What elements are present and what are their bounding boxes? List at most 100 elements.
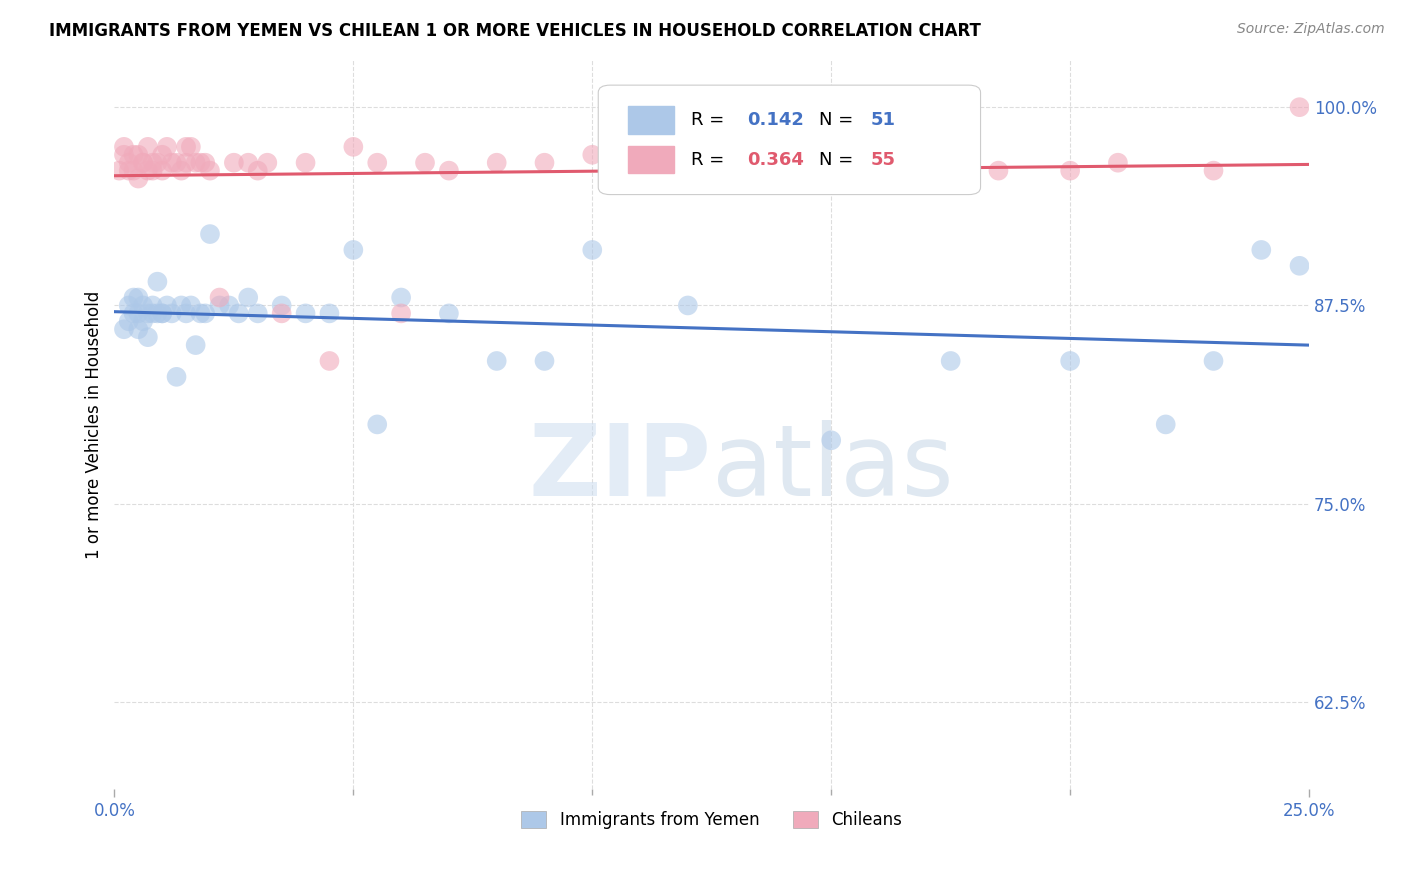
- Point: [208, 291, 231, 305]
- Point: [915, 163, 938, 178]
- Point: [413, 155, 436, 169]
- Point: [198, 163, 221, 178]
- Point: [485, 155, 508, 169]
- Point: [146, 275, 169, 289]
- Point: [180, 140, 202, 154]
- Point: [1107, 155, 1129, 169]
- Point: [127, 171, 149, 186]
- Text: ZIP: ZIP: [529, 420, 711, 516]
- Point: [389, 306, 412, 320]
- Point: [136, 330, 159, 344]
- Point: [112, 140, 135, 154]
- Point: [820, 434, 842, 448]
- Point: [166, 155, 188, 169]
- Point: [127, 306, 149, 320]
- Text: 0.364: 0.364: [748, 151, 804, 169]
- Point: [136, 306, 159, 320]
- Point: [1202, 354, 1225, 368]
- Point: [136, 140, 159, 154]
- Point: [218, 298, 240, 312]
- Text: 55: 55: [870, 151, 896, 169]
- FancyBboxPatch shape: [628, 145, 673, 173]
- Point: [270, 306, 292, 320]
- Point: [294, 155, 316, 169]
- Point: [1288, 259, 1310, 273]
- FancyBboxPatch shape: [628, 106, 673, 134]
- Point: [150, 306, 173, 320]
- Point: [342, 243, 364, 257]
- Point: [533, 354, 555, 368]
- Point: [1202, 163, 1225, 178]
- Point: [132, 314, 155, 328]
- Point: [142, 163, 165, 178]
- Point: [127, 148, 149, 162]
- Point: [1154, 417, 1177, 432]
- Point: [676, 298, 699, 312]
- Point: [180, 298, 202, 312]
- Point: [166, 369, 188, 384]
- FancyBboxPatch shape: [598, 85, 980, 194]
- Point: [676, 155, 699, 169]
- Point: [437, 163, 460, 178]
- Point: [142, 298, 165, 312]
- Point: [342, 140, 364, 154]
- Point: [122, 291, 145, 305]
- Point: [437, 306, 460, 320]
- Point: [366, 417, 388, 432]
- Text: R =: R =: [692, 112, 731, 129]
- Point: [174, 140, 197, 154]
- Point: [246, 163, 269, 178]
- Point: [485, 354, 508, 368]
- Text: 51: 51: [870, 112, 896, 129]
- Point: [533, 155, 555, 169]
- Point: [318, 306, 340, 320]
- Point: [1250, 243, 1272, 257]
- Text: 0.142: 0.142: [748, 112, 804, 129]
- Point: [136, 163, 159, 178]
- Point: [228, 306, 250, 320]
- Point: [581, 243, 603, 257]
- Text: N =: N =: [820, 151, 859, 169]
- Point: [628, 155, 651, 169]
- Point: [170, 298, 193, 312]
- Point: [939, 354, 962, 368]
- Point: [174, 306, 197, 320]
- Point: [122, 163, 145, 178]
- Point: [118, 314, 141, 328]
- Point: [112, 148, 135, 162]
- Point: [294, 306, 316, 320]
- Point: [170, 163, 193, 178]
- Point: [156, 298, 179, 312]
- Text: IMMIGRANTS FROM YEMEN VS CHILEAN 1 OR MORE VEHICLES IN HOUSEHOLD CORRELATION CHA: IMMIGRANTS FROM YEMEN VS CHILEAN 1 OR MO…: [49, 22, 981, 40]
- Point: [108, 163, 131, 178]
- Point: [127, 322, 149, 336]
- Point: [142, 155, 165, 169]
- Point: [270, 298, 292, 312]
- Point: [150, 148, 173, 162]
- Point: [118, 163, 141, 178]
- Text: Source: ZipAtlas.com: Source: ZipAtlas.com: [1237, 22, 1385, 37]
- Point: [122, 148, 145, 162]
- Point: [112, 322, 135, 336]
- Point: [150, 163, 173, 178]
- Point: [366, 155, 388, 169]
- Point: [238, 155, 260, 169]
- Point: [222, 155, 245, 169]
- Point: [132, 155, 155, 169]
- Point: [118, 155, 141, 169]
- Point: [156, 140, 179, 154]
- Point: [160, 306, 183, 320]
- Text: N =: N =: [820, 112, 859, 129]
- Point: [118, 298, 141, 312]
- Point: [174, 155, 197, 169]
- Point: [208, 298, 231, 312]
- Point: [146, 306, 169, 320]
- Point: [190, 155, 212, 169]
- Point: [1059, 163, 1081, 178]
- Point: [389, 291, 412, 305]
- Text: R =: R =: [692, 151, 731, 169]
- Point: [318, 354, 340, 368]
- Point: [581, 148, 603, 162]
- Y-axis label: 1 or more Vehicles in Household: 1 or more Vehicles in Household: [86, 290, 103, 558]
- Point: [844, 163, 866, 178]
